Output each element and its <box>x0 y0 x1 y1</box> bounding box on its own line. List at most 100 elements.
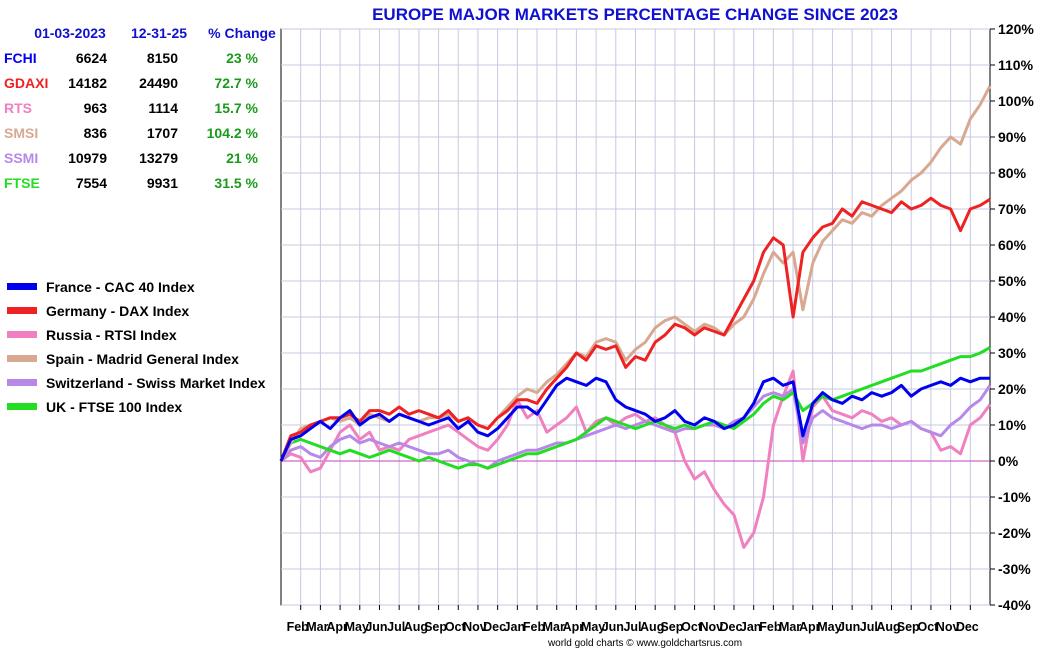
series-line-gdaxi <box>279 196 991 462</box>
legend-swatch-ssmi <box>7 379 37 386</box>
data-table: 01-03-2023 12-31-25 % Change FCHI 6624 815… <box>4 25 276 191</box>
legend-label-rts: Russia - RTSI Index <box>46 327 177 343</box>
x-tick-label: Mar <box>543 620 565 634</box>
x-tick-label: Dec <box>720 620 743 634</box>
y-tick-label: 90% <box>998 129 1027 145</box>
x-tick-label: May <box>817 620 841 634</box>
x-tick-label: Sep <box>424 620 447 634</box>
table-header-change: % Change <box>208 25 276 41</box>
table-end-value: 24490 <box>139 75 178 91</box>
table-pct-change: 104.2 % <box>207 125 259 141</box>
table-start-value: 963 <box>84 100 108 116</box>
x-tick-label: Oct <box>681 620 703 634</box>
table-symbol-smsi: SMSI <box>4 125 38 141</box>
x-tick-label: Nov <box>699 620 723 634</box>
y-tick-label: 40% <box>998 309 1027 325</box>
y-tick-label: -40% <box>998 597 1031 613</box>
legend-label-smsi: Spain - Madrid General Index <box>46 351 239 367</box>
legend-swatch-smsi <box>7 355 37 362</box>
table-pct-change: 21 % <box>226 150 258 166</box>
y-tick-label: 10% <box>998 417 1027 433</box>
table-start-value: 14182 <box>68 75 107 91</box>
y-tick-label: 120% <box>998 21 1034 37</box>
legend-label-ssmi: Switzerland - Swiss Market Index <box>46 375 266 391</box>
table-end-value: 13279 <box>139 150 178 166</box>
table-pct-change: 15.7 % <box>214 100 258 116</box>
table-start-value: 836 <box>84 125 108 141</box>
x-tick-label: Apr <box>563 620 585 634</box>
y-tick-label: -30% <box>998 561 1031 577</box>
series-line-ftse <box>279 346 991 470</box>
y-axis: 120% 110% 100% 90% 80% 70% 60% 50% 40% 30% 20% 10% 0… <box>990 21 1034 613</box>
x-tick-label: Apr <box>326 620 348 634</box>
table-start-value: 10979 <box>68 150 107 166</box>
x-tick-label: Sep <box>897 620 920 634</box>
table-end-value: 9931 <box>147 175 178 191</box>
table-symbol-fchi: FCHI <box>4 50 37 66</box>
plot-grid <box>280 28 991 606</box>
y-tick-label: 80% <box>998 165 1027 181</box>
table-symbol-gdaxi: GDAXI <box>4 75 48 91</box>
table-header-end: 12-31-25 <box>131 25 187 41</box>
legend-label-ftse: UK - FTSE 100 Index <box>46 399 182 415</box>
y-tick-label: 70% <box>998 201 1027 217</box>
x-tick-label: Nov <box>936 620 960 634</box>
table-start-value: 7554 <box>76 175 107 191</box>
table-end-value: 8150 <box>147 50 178 66</box>
legend-label-gdaxi: Germany - DAX Index <box>46 303 189 319</box>
legend-swatch-rts <box>7 331 37 338</box>
table-symbol-ssmi: SSMI <box>4 150 38 166</box>
x-tick-label: May <box>581 620 605 634</box>
y-tick-label: 0% <box>998 453 1019 469</box>
x-tick-label: Oct <box>445 620 467 634</box>
legend-swatch-gdaxi <box>7 307 37 314</box>
x-tick-label: May <box>345 620 369 634</box>
x-tick-label: Aug <box>876 620 900 634</box>
x-tick-label: Feb <box>759 620 782 634</box>
x-tick-label: Feb <box>287 620 310 634</box>
table-symbol-ftse: FTSE <box>4 175 40 191</box>
x-tick-label: Jun <box>365 620 387 634</box>
y-tick-label: 20% <box>998 381 1027 397</box>
table-header-start: 01-03-2023 <box>34 25 106 41</box>
table-end-value: 1707 <box>147 125 178 141</box>
chart-credit: world gold charts © www.goldchartsrus.co… <box>547 638 742 649</box>
y-tick-label: 30% <box>998 345 1027 361</box>
y-tick-label: 50% <box>998 273 1027 289</box>
table-pct-change: 31.5 % <box>214 175 258 191</box>
x-tick-label: Oct <box>917 620 939 634</box>
x-tick-label: Apr <box>799 620 821 634</box>
table-pct-change: 72.7 % <box>214 75 258 91</box>
x-tick-label: Dec <box>483 620 506 634</box>
y-tick-label: 100% <box>998 93 1034 109</box>
series-line-rts <box>280 369 992 549</box>
x-tick-label: Mar <box>779 620 801 634</box>
table-pct-change: 23 % <box>226 50 258 66</box>
y-tick-label: 60% <box>998 237 1027 253</box>
chart-title: EUROPE MAJOR MARKETS PERCENTAGE CHANGE S… <box>372 5 898 24</box>
x-tick-label: Jun <box>838 620 860 634</box>
series-lines <box>279 85 992 549</box>
legend-swatch-fchi <box>7 283 37 290</box>
x-tick-label: Jul <box>387 620 405 634</box>
x-tick-label: Jan <box>504 620 526 634</box>
x-tick-label: Aug <box>404 620 428 634</box>
y-tick-label: -10% <box>998 489 1031 505</box>
series-line-ssmi <box>279 384 992 470</box>
y-tick-label: 110% <box>998 57 1034 73</box>
table-end-value: 1114 <box>148 100 178 116</box>
x-tick-label: Jan <box>740 620 762 634</box>
x-tick-label: Jul <box>623 620 641 634</box>
table-start-value: 6624 <box>76 50 107 66</box>
x-tick-label: Mar <box>306 620 328 634</box>
legend-label-fchi: France - CAC 40 Index <box>46 279 195 295</box>
x-tick-label: Jun <box>602 620 624 634</box>
legend: France - CAC 40 Index Germany - DAX Index… <box>7 279 266 415</box>
x-tick-label: Jul <box>860 620 878 634</box>
x-tick-label: Nov <box>463 620 487 634</box>
table-symbol-rts: RTS <box>4 100 32 116</box>
x-tick-label: Sep <box>660 620 683 634</box>
series-line-fchi <box>279 376 990 462</box>
